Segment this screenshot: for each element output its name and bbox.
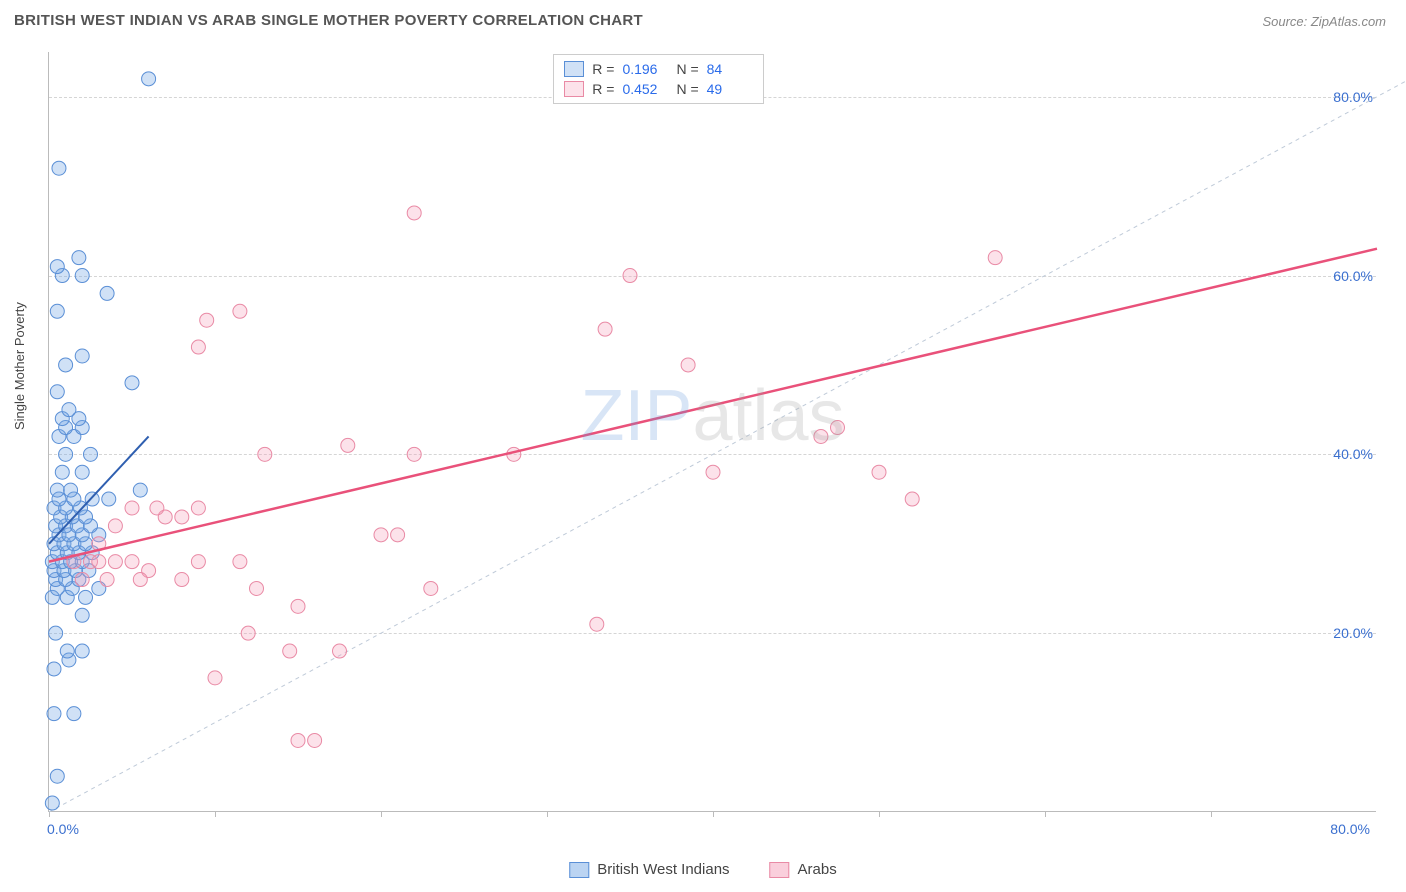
legend-item-0: British West Indians xyxy=(569,861,729,878)
r-value-1: 0.452 xyxy=(622,81,668,97)
legend-label-0: British West Indians xyxy=(597,861,729,878)
category-legend: British West Indians Arabs xyxy=(569,861,836,878)
legend-row-1: R = 0.452 N = 49 xyxy=(564,79,752,99)
legend-swatch-bwi xyxy=(569,862,589,878)
x-tick-max: 80.0% xyxy=(1330,821,1370,837)
stat-legend: R = 0.196 N = 84 R = 0.452 N = 49 xyxy=(553,54,763,104)
source-label: Source: ZipAtlas.com xyxy=(1262,14,1386,29)
x-tick-min: 0.0% xyxy=(47,821,79,837)
n-value-0: 84 xyxy=(707,61,753,77)
scatter-svg xyxy=(49,52,1376,811)
legend-swatch-arab xyxy=(770,862,790,878)
legend-swatch-0 xyxy=(564,61,584,77)
chart-title: BRITISH WEST INDIAN VS ARAB SINGLE MOTHE… xyxy=(14,12,643,29)
legend-row-0: R = 0.196 N = 84 xyxy=(564,59,752,79)
y-axis-label: Single Mother Poverty xyxy=(12,302,27,430)
r-value-0: 0.196 xyxy=(622,61,668,77)
legend-swatch-1 xyxy=(564,81,584,97)
n-value-1: 49 xyxy=(707,81,753,97)
plot-area: 20.0%40.0%60.0%80.0% ZIPatlas R = 0.196 … xyxy=(48,52,1376,812)
legend-label-1: Arabs xyxy=(798,861,837,878)
legend-item-1: Arabs xyxy=(770,861,837,878)
